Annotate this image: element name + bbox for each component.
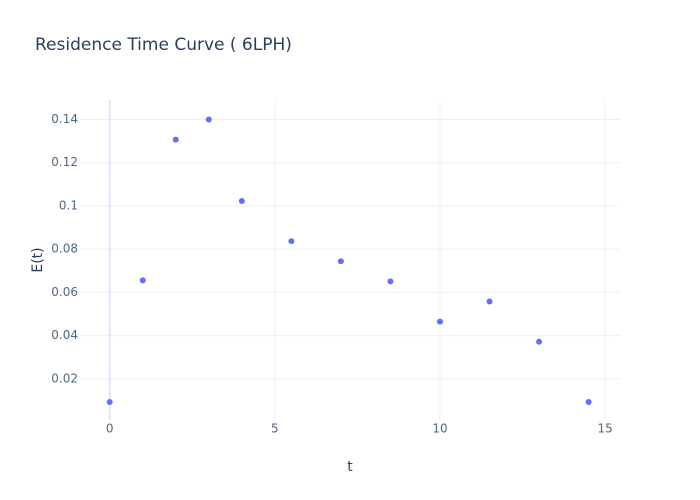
point	[387, 278, 394, 285]
point	[288, 238, 295, 245]
y-tick-label: 0.06	[51, 285, 78, 299]
point	[437, 318, 443, 325]
point	[139, 277, 146, 284]
point	[585, 399, 592, 406]
y-tick-label: 0.04	[51, 328, 78, 342]
x-tick-label: 10	[432, 422, 447, 436]
y-tick-label: 0.08	[51, 242, 78, 256]
chart-title: Residence Time Curve ( 6LPH)	[35, 35, 292, 55]
point	[205, 116, 212, 123]
point	[536, 338, 543, 345]
point	[486, 298, 493, 305]
point	[238, 197, 245, 204]
x-tick-label: 15	[597, 422, 612, 436]
y-tick-label: 0.1	[59, 198, 78, 212]
y-tick-label: 0.02	[51, 371, 78, 385]
point	[172, 136, 179, 143]
point	[106, 399, 113, 406]
y-tick-label: 0.12	[51, 155, 78, 169]
x-tick-label: 5	[271, 422, 279, 436]
point	[337, 258, 344, 265]
y-axis-title: E(t)	[30, 247, 46, 272]
y-tick-label: 0.14	[51, 112, 78, 126]
x-tick-label: 0	[106, 422, 114, 436]
x-axis-title: t	[347, 459, 353, 475]
